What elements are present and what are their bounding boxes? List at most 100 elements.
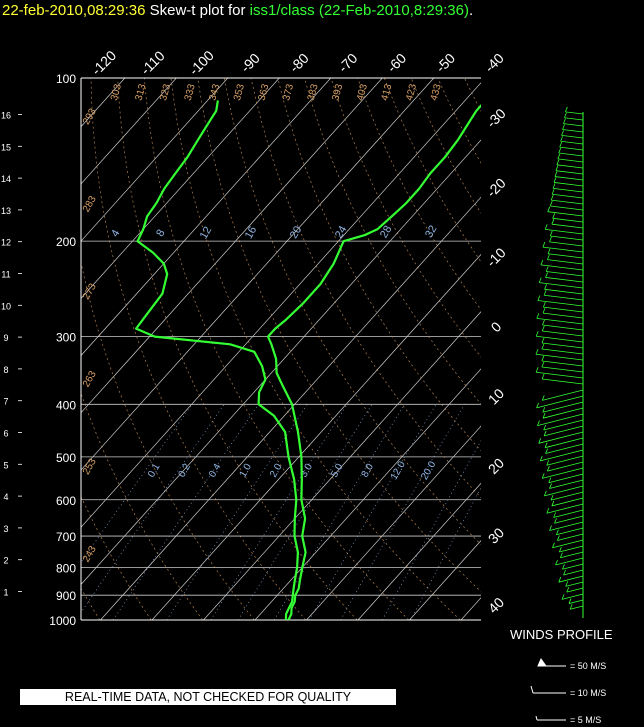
wind-barb-flag — [546, 460, 550, 466]
wind-barb — [543, 306, 584, 313]
top-temp-label: -90 — [237, 50, 263, 76]
wind-barb-flag — [551, 189, 555, 195]
wind-barb — [560, 551, 584, 559]
wind-barb — [568, 599, 584, 604]
wind-barb — [540, 449, 584, 462]
dry-adiabat-line — [81, 495, 152, 620]
wind-barb-flag — [543, 430, 547, 437]
dry-adiabat-line — [81, 260, 255, 620]
wind-barb-flag — [536, 402, 539, 408]
isotherm-line — [203, 311, 481, 620]
wind-barb — [548, 473, 584, 484]
wind-barb-flag — [542, 241, 546, 248]
wind-barb-flag — [563, 569, 566, 576]
wind-barb-flag — [565, 581, 569, 587]
height-tick-label: 14 — [1, 174, 11, 184]
wind-barb — [553, 509, 584, 518]
mixing-ratio-label: 4 — [109, 228, 122, 239]
mixing-ratio-label: 28 — [378, 224, 395, 241]
wind-barb — [536, 371, 584, 379]
wind-barb — [543, 419, 584, 431]
top-temp-label: -80 — [286, 50, 312, 76]
height-tick-label: 4 — [3, 492, 8, 502]
isotherm-line — [0, 78, 22, 620]
right-temp-label: 0 — [488, 318, 505, 335]
wind-barb-flag — [536, 313, 540, 319]
mixing-ratio-line — [210, 404, 348, 620]
height-tick-label: 12 — [1, 238, 11, 248]
height-tick-label: 1 — [3, 588, 8, 598]
wind-barb-flag — [558, 546, 562, 553]
wind-barb-flag — [558, 577, 562, 583]
wind-barb-flag — [568, 598, 572, 604]
wind-barb-flag — [550, 194, 554, 201]
wind-barb — [549, 479, 584, 489]
wind-barb-flag — [552, 183, 556, 189]
wind-barb-flag — [538, 438, 542, 444]
height-tick-label: 15 — [1, 142, 11, 152]
mixing-ratio-label: 32 — [423, 223, 440, 240]
dry-adiabat-label: 313 — [134, 82, 149, 101]
wind-barb — [536, 335, 584, 343]
isotherm-line — [564, 78, 644, 620]
pressure-tick-label: 1000 — [49, 614, 76, 628]
wind-barb — [546, 455, 584, 466]
pressure-tick-label: 100 — [56, 72, 76, 86]
wind-barb-flag — [555, 165, 559, 171]
wind-key-10: = 10 M/S — [570, 688, 607, 698]
wind-barb-flag — [541, 343, 545, 350]
wind-barb-flag — [556, 529, 559, 535]
wind-barb-flag — [543, 290, 547, 296]
height-tick-label: 6 — [3, 429, 8, 439]
dry-adiabat-label: 423 — [404, 82, 419, 101]
wind-barb-flag — [553, 512, 556, 518]
wind-barb-flag — [549, 230, 553, 237]
quality-notice: REAL-TIME DATA, NOT CHECKED FOR QUALITY — [20, 689, 396, 705]
wind-barb — [556, 527, 584, 536]
wind-barb — [542, 401, 584, 413]
wind-barb-flag — [542, 407, 546, 413]
wind-barb-flag — [545, 448, 548, 454]
dry-adiabat-label: 243 — [81, 544, 99, 564]
wind-barb — [562, 563, 584, 570]
top-temp-label: -50 — [432, 50, 458, 76]
dry-adiabat-label: 343 — [207, 82, 222, 101]
wind-barb-flag — [564, 112, 567, 118]
wind-barb — [565, 581, 584, 587]
wind-barb-flag — [560, 136, 564, 142]
height-tick-label: 11 — [1, 270, 10, 280]
pressure-tick-label: 600 — [56, 494, 76, 508]
wind-barb-flag — [544, 284, 547, 290]
dry-adiabat-label: 433 — [429, 82, 444, 101]
top-temp-label: -70 — [335, 50, 361, 76]
dry-adiabat-label: 263 — [81, 369, 99, 389]
wind-barb — [570, 605, 584, 610]
top-temp-label: -120 — [88, 47, 119, 78]
dry-adiabat-line — [170, 78, 461, 620]
wind-barb — [563, 569, 584, 576]
dry-adiabat-line — [81, 587, 101, 620]
wind-barb — [555, 170, 584, 175]
wind-barb — [538, 431, 584, 444]
wind-barb — [542, 246, 584, 253]
wind-barb — [551, 223, 584, 229]
mixing-ratio-label: 12.0 — [389, 459, 408, 482]
wind-barb — [566, 587, 584, 593]
wind-barb — [549, 241, 584, 247]
wind-barb-flag — [537, 295, 541, 301]
wind-barb — [552, 539, 584, 549]
mixing-ratio-label: 20 — [288, 224, 305, 241]
isotherm-line — [306, 425, 481, 620]
wind-barb-flag — [552, 542, 555, 548]
dry-adiabat-label: 403 — [355, 82, 370, 101]
wind-barb-flag — [549, 525, 552, 531]
dry-adiabat-label: 373 — [281, 82, 296, 101]
pressure-tick-label: 200 — [56, 235, 76, 249]
right-temp-label: -10 — [483, 244, 509, 270]
height-tick-label: 10 — [1, 301, 11, 311]
wind-barb — [547, 461, 584, 472]
winds-profile-title: WINDS PROFILE — [510, 627, 613, 642]
height-tick-label: 9 — [3, 333, 8, 343]
dry-adiabat-label: 303 — [109, 82, 124, 101]
